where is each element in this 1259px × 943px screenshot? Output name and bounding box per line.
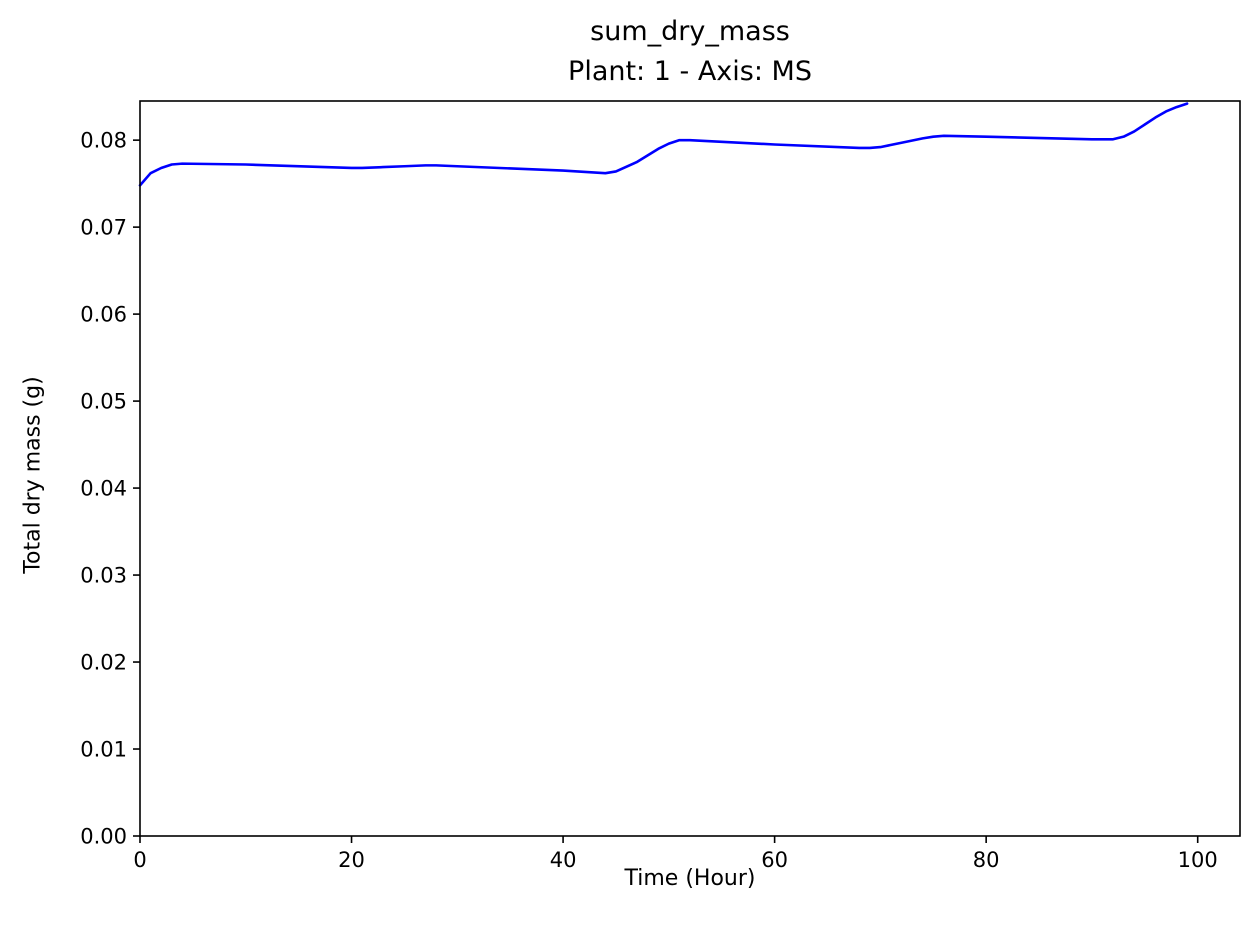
y-tick-label: 0.07	[80, 216, 127, 240]
y-tick-label: 0.04	[80, 477, 127, 501]
x-tick-label: 80	[973, 848, 1000, 872]
x-axis-label: Time (Hour)	[624, 866, 756, 891]
y-tick-label: 0.01	[80, 738, 127, 762]
y-tick-label: 0.06	[80, 303, 127, 327]
series-line-0	[138, 102, 1189, 187]
y-tick-label: 0.02	[80, 651, 127, 675]
x-tick-label: 20	[338, 848, 365, 872]
x-tick-label: 0	[133, 848, 146, 872]
y-axis-label: Total dry mass (g)	[20, 376, 46, 574]
chart-title: sum_dry_mass	[590, 16, 790, 47]
x-tick-label: 60	[761, 848, 788, 872]
x-tick-label: 100	[1178, 848, 1218, 872]
y-tick-label: 0.05	[80, 390, 127, 414]
y-tick-label: 0.00	[80, 825, 127, 849]
axes-frame	[139, 100, 1241, 837]
x-tick-label: 40	[550, 848, 577, 872]
y-tick-label: 0.03	[80, 564, 127, 588]
y-tick-label: 0.08	[80, 129, 127, 153]
chart-subtitle: Plant: 1 - Axis: MS	[568, 56, 812, 87]
